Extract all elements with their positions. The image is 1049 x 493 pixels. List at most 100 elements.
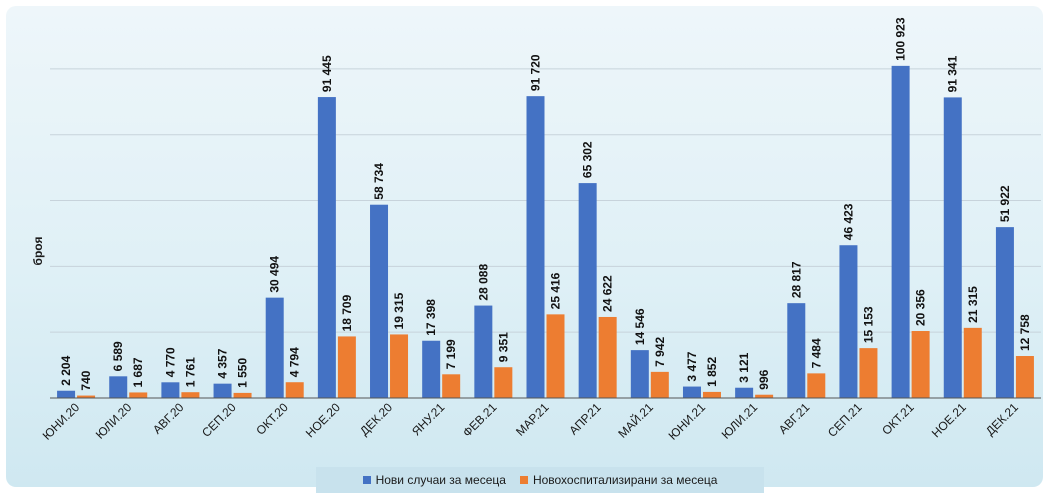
x-tick-label: ОКТ.21 [879, 400, 917, 438]
bar-hospitalized [702, 391, 721, 398]
bar-hospitalized [911, 331, 930, 398]
bar-hospitalized [807, 373, 826, 398]
bar-new-cases [943, 97, 962, 398]
x-tick-label: ЯНУ.21 [409, 400, 447, 438]
data-labels: 2 204 740 6 589 1 687 4 770 1 761 4 357 1 550 30… [59, 17, 1032, 390]
data-label-hospitalized: 9 351 [496, 332, 510, 362]
data-label-hospitalized: 12 758 [1018, 314, 1032, 351]
gridlines [50, 68, 1041, 333]
bar-new-cases [891, 65, 910, 398]
x-tick-label: ЮНИ.20 [40, 400, 83, 443]
x-tick-labels: ЮНИ.20 ЮЛИ.20 АВГ.20 СЕП.20 ОКТ.20 НОЕ.20 ДЕК.… [40, 399, 1022, 442]
data-label-hospitalized: 19 315 [392, 292, 406, 329]
bar-new-cases [213, 383, 232, 398]
bar-new-cases [161, 382, 180, 398]
chart-frame: броя 2 204 740 6 589 1 687 4 770 1 761 4 357 1 … [6, 6, 1043, 493]
data-label-new-cases: 4 770 [163, 347, 177, 377]
data-label-new-cases: 30 494 [268, 256, 282, 293]
data-label-new-cases: 58 734 [372, 163, 386, 200]
x-tick-label: ФЕВ.21 [460, 400, 500, 440]
bar-hospitalized [285, 382, 304, 398]
bar-new-cases [265, 297, 284, 398]
legend-item-new-cases: Нови случаи за месеца [362, 473, 506, 487]
bar-hospitalized [1015, 356, 1034, 398]
x-tick-label: ЮЛИ.20 [93, 400, 135, 442]
x-tick-label: МАЙ.21 [615, 399, 656, 440]
bar-chart: броя 2 204 740 6 589 1 687 4 770 1 761 4 357 1 … [31, 17, 1041, 443]
bar-new-cases [422, 340, 441, 398]
data-label-new-cases: 17 398 [424, 299, 438, 336]
data-label-hospitalized: 4 794 [288, 347, 302, 377]
data-label-new-cases: 46 423 [841, 203, 855, 240]
x-tick-label: МАР.21 [513, 400, 552, 439]
data-label-hospitalized: 7 199 [444, 339, 458, 369]
data-label-hospitalized: 1 761 [183, 357, 197, 387]
bar-new-cases [630, 350, 649, 398]
data-label-new-cases: 2 204 [59, 355, 73, 385]
bar-new-cases [317, 97, 336, 399]
x-tick-label: НОЕ.20 [303, 400, 343, 440]
legend: Нови случаи за месеца Новохоспитализиран… [316, 467, 764, 493]
x-tick-label: СЕП.20 [199, 400, 239, 440]
bar-hospitalized [181, 392, 200, 398]
bar-new-cases [370, 204, 389, 398]
x-tick-label: СЕП.21 [825, 400, 865, 440]
data-label-hospitalized: 25 416 [549, 272, 563, 309]
data-label-new-cases: 3 477 [685, 351, 699, 381]
legend-label-hospitalized: Новохоспитализирани за месеца [532, 473, 718, 487]
bar-hospitalized [337, 336, 356, 398]
data-label-hospitalized: 20 356 [914, 289, 928, 326]
bar-hospitalized [755, 394, 774, 398]
bar-new-cases [578, 183, 597, 398]
bar-hospitalized [233, 392, 252, 398]
bar-new-cases [526, 96, 545, 398]
x-tick-label: АВГ.20 [150, 400, 187, 437]
bar-hospitalized [598, 316, 617, 398]
data-label-new-cases: 14 546 [633, 308, 647, 345]
data-label-new-cases: 91 341 [946, 55, 960, 92]
x-tick-label: ЮНИ.21 [666, 400, 709, 443]
data-label-hospitalized: 21 315 [966, 286, 980, 323]
legend-label-new-cases: Нови случаи за месеца [375, 473, 506, 487]
data-label-new-cases: 51 922 [998, 185, 1012, 222]
data-label-new-cases: 3 121 [737, 352, 751, 382]
x-tick-label: ОКТ.20 [253, 400, 291, 438]
y-axis-label: броя [31, 237, 45, 266]
bar-new-cases [735, 387, 754, 398]
data-label-new-cases: 28 088 [476, 264, 490, 301]
data-label-hospitalized: 7 942 [653, 337, 667, 367]
x-tick-label: ДЕК.21 [983, 400, 1021, 438]
bar-new-cases [787, 303, 806, 398]
data-label-hospitalized: 1 550 [236, 358, 250, 388]
data-label-hospitalized: 18 709 [340, 294, 354, 331]
bar-new-cases [474, 305, 493, 398]
bar-hospitalized [859, 348, 878, 398]
bars [57, 65, 1034, 399]
bar-hospitalized [546, 314, 565, 398]
data-label-hospitalized: 15 153 [861, 306, 875, 343]
data-label-new-cases: 65 302 [581, 141, 595, 178]
x-tick-label: ДЕК.20 [357, 400, 395, 438]
x-tick-label: АПР.21 [566, 400, 604, 438]
bar-hospitalized [129, 392, 148, 398]
data-label-hospitalized: 7 484 [809, 338, 823, 368]
data-label-hospitalized: 740 [79, 370, 93, 390]
bar-hospitalized [494, 367, 513, 398]
bar-new-cases [109, 376, 128, 398]
bar-hospitalized [442, 374, 461, 398]
bar-hospitalized [390, 334, 409, 398]
data-label-hospitalized: 24 622 [601, 275, 615, 312]
legend-swatch-hospitalized [519, 476, 528, 484]
legend-item-hospitalized: Новохоспитализирани за месеца [519, 473, 718, 487]
x-tick-label: НОЕ.21 [929, 400, 969, 440]
data-label-hospitalized: 1 852 [705, 357, 719, 387]
bar-new-cases [57, 390, 76, 398]
bar-hospitalized [77, 395, 96, 398]
x-tick-label: ЮЛИ.21 [719, 400, 761, 442]
bar-hospitalized [963, 327, 982, 398]
bar-new-cases [682, 386, 701, 398]
x-tick-label: АВГ.21 [776, 400, 813, 437]
bar-hospitalized [650, 371, 669, 398]
data-label-new-cases: 91 445 [320, 55, 334, 92]
data-label-new-cases: 4 357 [216, 348, 230, 378]
